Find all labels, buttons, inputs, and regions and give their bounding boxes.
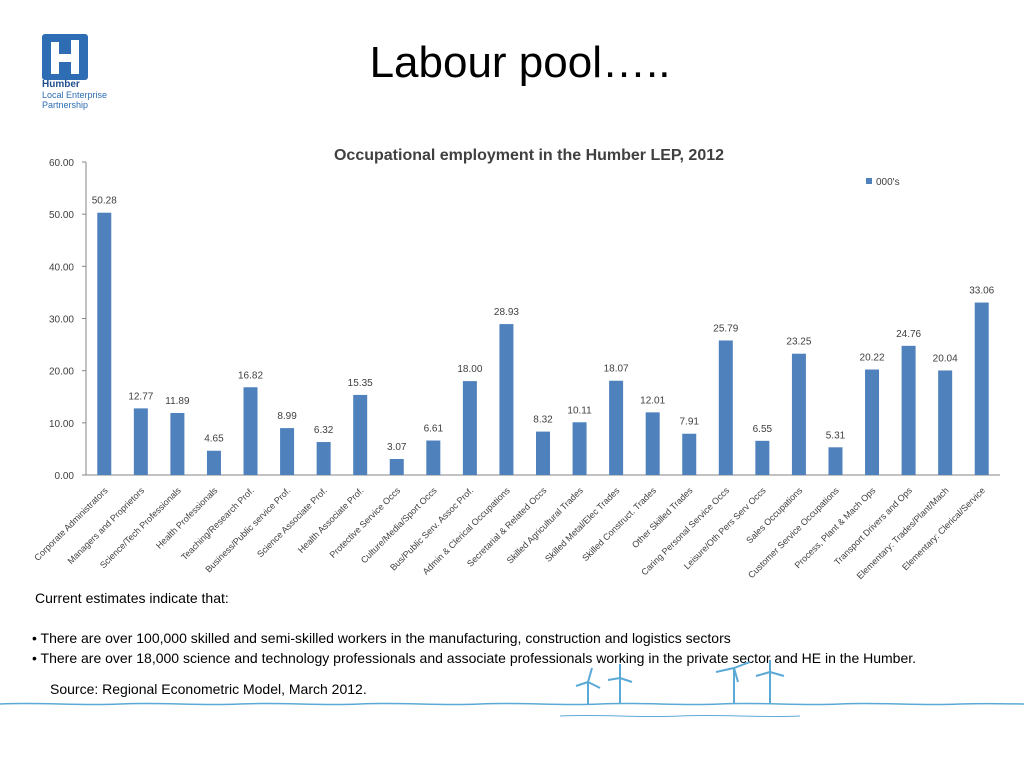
y-tick-label: 0.00 bbox=[55, 471, 75, 482]
bar-value-label: 15.35 bbox=[348, 378, 373, 389]
y-tick-label: 30.00 bbox=[49, 315, 74, 326]
humber-h-icon bbox=[42, 34, 88, 80]
notes-block: Current estimates indicate that: • There… bbox=[32, 588, 917, 668]
bar bbox=[170, 412, 185, 475]
bar bbox=[97, 212, 112, 475]
y-tick-label: 50.00 bbox=[49, 210, 74, 221]
x-tick-label: Other Skilled Trades bbox=[630, 485, 695, 550]
bar bbox=[682, 433, 697, 475]
bar bbox=[462, 381, 477, 475]
x-tick-label: Skilled Construct. Trades bbox=[580, 485, 658, 563]
wave-line bbox=[0, 702, 1024, 706]
bar-value-label: 10.11 bbox=[567, 405, 592, 416]
wind-turbine-decoration bbox=[0, 660, 1024, 718]
y-axis: 0.00 10.00 20.00 30.00 40.00 50.00 60.00 bbox=[49, 158, 1000, 482]
x-tick-label: Science Associate Prof. bbox=[255, 485, 329, 559]
bar bbox=[645, 412, 660, 475]
bar-value-label: 25.79 bbox=[713, 323, 738, 334]
y-tick-label: 40.00 bbox=[49, 262, 74, 273]
bar bbox=[974, 302, 989, 475]
logo-text: Humber Local Enterprise Partnership bbox=[42, 79, 108, 111]
bar bbox=[755, 440, 770, 475]
bar bbox=[243, 387, 258, 475]
bar-value-label: 6.61 bbox=[424, 424, 444, 435]
bar-value-label: 20.04 bbox=[933, 353, 958, 364]
source-note: Source: Regional Econometric Model, Marc… bbox=[50, 681, 367, 697]
bar bbox=[572, 422, 587, 475]
bar bbox=[280, 428, 295, 475]
turbine-icon bbox=[575, 660, 785, 704]
bar-value-label: 6.32 bbox=[314, 425, 334, 436]
x-tick-label: Health Associate Prof. bbox=[296, 485, 366, 555]
bar-value-label: 23.25 bbox=[786, 337, 811, 348]
data-labels: 50.28 12.77 11.89 4.65 16.82 8.99 6.32 15.35 3.0… bbox=[92, 196, 995, 453]
bar bbox=[426, 440, 441, 475]
legend-label: 000's bbox=[876, 177, 900, 188]
bar-value-label: 28.93 bbox=[494, 307, 519, 318]
bar bbox=[499, 324, 514, 475]
bar bbox=[901, 345, 916, 475]
bar bbox=[791, 353, 806, 475]
bar-value-label: 6.55 bbox=[753, 424, 773, 435]
logo-line-2: Local Enterprise bbox=[42, 90, 108, 100]
bar-value-label: 33.06 bbox=[969, 286, 994, 297]
slide-title: Labour pool….. bbox=[369, 38, 671, 87]
bar bbox=[828, 447, 843, 475]
bar-value-label: 18.00 bbox=[457, 364, 482, 375]
bar bbox=[609, 380, 624, 475]
x-tick-label: Corporate Administrators bbox=[32, 485, 110, 563]
bar-value-label: 3.07 bbox=[387, 442, 407, 453]
bar-value-label: 12.77 bbox=[128, 391, 153, 402]
bar bbox=[133, 408, 148, 475]
bar bbox=[206, 450, 221, 475]
x-tick-label: Health Professionals bbox=[154, 485, 220, 551]
humber-lep-logo: Humber Local Enterprise Partnership bbox=[40, 34, 130, 114]
bar-value-label: 18.07 bbox=[604, 364, 629, 375]
bar bbox=[938, 370, 953, 475]
bar-value-label: 11.89 bbox=[165, 396, 190, 407]
bar-value-label: 4.65 bbox=[204, 434, 224, 445]
bar-value-label: 20.22 bbox=[860, 353, 885, 364]
bar-value-label: 16.82 bbox=[238, 370, 263, 381]
x-tick-label: Teaching/Research Prof. bbox=[179, 485, 256, 562]
bar bbox=[536, 431, 550, 475]
bar-value-label: 8.99 bbox=[277, 411, 297, 422]
y-tick-label: 20.00 bbox=[49, 367, 74, 378]
logo-line-3: Partnership bbox=[42, 100, 89, 110]
occupational-employment-chart: Occupational employment in the Humber LE… bbox=[32, 147, 1000, 581]
bar-value-label: 8.32 bbox=[533, 415, 553, 426]
bar bbox=[389, 458, 404, 475]
bar-value-label: 24.76 bbox=[896, 329, 921, 340]
x-tick-label: Protective Service Occs bbox=[328, 485, 403, 560]
notes-bullet-1: • There are over 100,000 skilled and sem… bbox=[32, 630, 731, 646]
legend-swatch bbox=[866, 178, 872, 184]
notes-bullet-2: • There are over 18,000 science and tech… bbox=[32, 650, 917, 666]
x-tick-label: Skilled Metal/Elec Trades bbox=[543, 485, 622, 564]
bar bbox=[865, 369, 880, 475]
bar-value-label: 7.91 bbox=[680, 417, 700, 428]
logo-line-1: Humber bbox=[42, 79, 80, 90]
bar bbox=[316, 442, 331, 475]
bar bbox=[353, 394, 368, 475]
bar bbox=[718, 340, 733, 475]
bar-value-label: 12.01 bbox=[640, 395, 665, 406]
y-tick-label: 60.00 bbox=[49, 158, 74, 169]
chart-legend: 000's bbox=[866, 177, 900, 188]
chart-title: Occupational employment in the Humber LE… bbox=[334, 147, 724, 164]
y-tick-label: 10.00 bbox=[49, 419, 74, 430]
bar-value-label: 50.28 bbox=[92, 196, 117, 207]
bar-series bbox=[97, 212, 989, 475]
notes-intro: Current estimates indicate that: bbox=[35, 590, 229, 606]
bar-value-label: 5.31 bbox=[826, 430, 846, 441]
wave-line-lower bbox=[559, 714, 801, 718]
